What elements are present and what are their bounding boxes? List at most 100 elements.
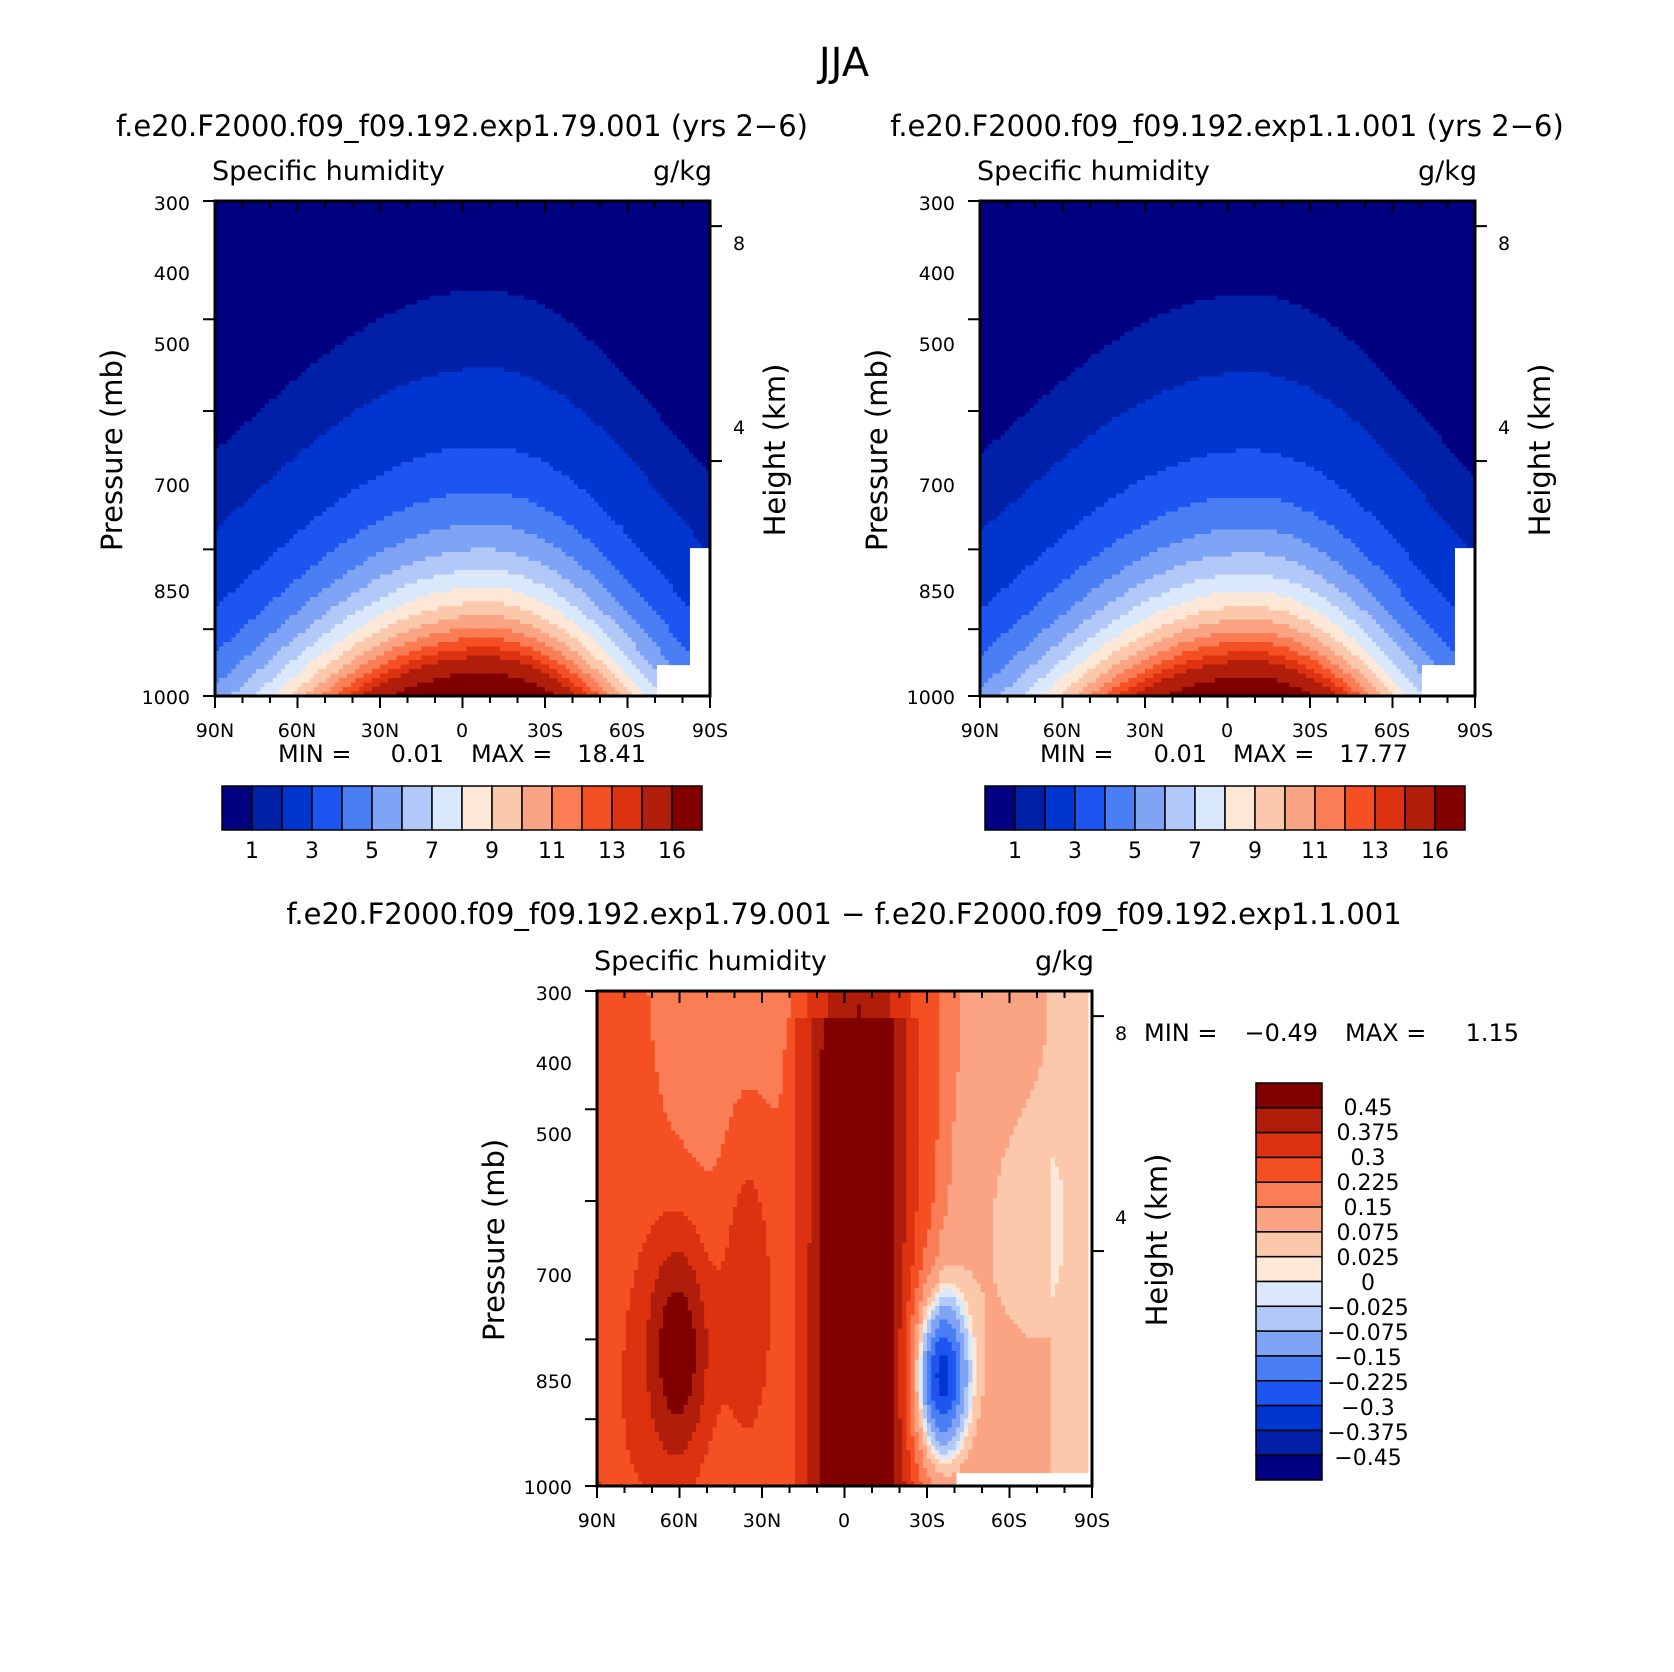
colorbar-label: 3 — [305, 839, 319, 864]
y-tick-label: 1000 — [142, 687, 190, 709]
panel-b: f.e20.F2000.f09_f09.192.exp1.1.001 (yrs … — [860, 109, 1564, 864]
colorbar-label: 0.225 — [1337, 1171, 1400, 1196]
panel-c-colorbar — [1255, 1082, 1323, 1481]
y-right-tick-label: 8 — [733, 233, 745, 255]
colorbar-label: −0.15 — [1334, 1346, 1401, 1371]
x-tick-label: 30N — [1126, 720, 1164, 742]
x-tick-label: 30N — [743, 1510, 781, 1532]
panel-b-field — [980, 201, 1475, 696]
colorbar-label: −0.225 — [1327, 1371, 1408, 1396]
y-tick-label: 500 — [536, 1124, 572, 1146]
panel-b-colorbar — [984, 785, 1466, 831]
x-tick-label: 30S — [1292, 720, 1328, 742]
panel-a-variable-label: Specific humidity — [212, 156, 445, 187]
x-tick-label: 90N — [578, 1510, 616, 1532]
y-axis-label: Pressure (mb) — [477, 1139, 511, 1341]
y-tick-label: 700 — [536, 1265, 572, 1287]
panel-c-units-label: g/kg — [1035, 946, 1094, 977]
colorbar-label: 0.375 — [1337, 1121, 1400, 1146]
colorbar-label: 13 — [598, 839, 626, 864]
y-tick-label: 500 — [919, 334, 955, 356]
y-right-tick-label: 8 — [1498, 233, 1510, 255]
colorbar-label: 5 — [365, 839, 379, 864]
panel-c-ticks — [585, 990, 1104, 1498]
y-right-axis-label: Height (km) — [1140, 1154, 1174, 1327]
y-right-axis-label: Height (km) — [1523, 364, 1557, 537]
x-tick-label: 0 — [456, 720, 468, 742]
x-tick-label: 30N — [361, 720, 399, 742]
colorbar-label: 3 — [1068, 839, 1082, 864]
colorbar-label: 1 — [245, 839, 259, 864]
y-tick-label: 700 — [919, 475, 955, 497]
y-tick-label: 850 — [536, 1371, 572, 1393]
min-value: 0.01 — [391, 740, 444, 768]
panel-a-field — [215, 201, 710, 696]
panel-c-title: f.e20.F2000.f09_f09.192.exp1.79.001 − f.… — [286, 897, 1401, 931]
colorbar-label: 1 — [1008, 839, 1022, 864]
min-value: −0.49 — [1244, 1019, 1318, 1047]
colorbar-label: 5 — [1128, 839, 1142, 864]
y-tick-label: 400 — [536, 1053, 572, 1075]
x-tick-label: 90N — [961, 720, 999, 742]
y-tick-label: 400 — [154, 263, 190, 285]
colorbar-label: 0 — [1361, 1271, 1375, 1296]
y-tick-label: 1000 — [907, 687, 955, 709]
max-label: MAX = — [1233, 740, 1314, 768]
y-tick-label: 850 — [919, 581, 955, 603]
colorbar-label: 0.45 — [1344, 1096, 1393, 1121]
panel-c-variable-label: Specific humidity — [594, 946, 827, 977]
y-right-tick-label: 4 — [1498, 417, 1510, 439]
max-value: 17.77 — [1339, 740, 1408, 768]
y-tick-label: 300 — [536, 983, 572, 1005]
panel-c: f.e20.F2000.f09_f09.192.exp1.79.001 − f.… — [286, 897, 1519, 1532]
x-tick-label: 60S — [991, 1510, 1027, 1532]
panel-a-title: f.e20.F2000.f09_f09.192.exp1.79.001 (yrs… — [116, 109, 808, 143]
colorbar-label: 0.15 — [1344, 1196, 1393, 1221]
x-tick-label: 30S — [909, 1510, 945, 1532]
panel-b-ticks — [968, 200, 1487, 708]
colorbar-label: −0.45 — [1334, 1446, 1401, 1471]
y-right-tick-label: 4 — [733, 417, 745, 439]
x-tick-label: 60S — [1374, 720, 1410, 742]
panel-b-variable-label: Specific humidity — [977, 156, 1210, 187]
min-value: 0.01 — [1154, 740, 1207, 768]
y-axis-label: Pressure (mb) — [860, 349, 894, 551]
x-tick-label: 30S — [527, 720, 563, 742]
x-tick-label: 60N — [660, 1510, 698, 1532]
colorbar-label: 11 — [1301, 839, 1329, 864]
y-right-tick-label: 8 — [1115, 1023, 1127, 1045]
y-tick-label: 700 — [154, 475, 190, 497]
panel-a-colorbar — [221, 785, 703, 831]
y-right-axis-label: Height (km) — [758, 364, 792, 537]
colorbar-label: −0.075 — [1327, 1321, 1408, 1346]
panel-a-ticks — [203, 200, 722, 708]
colorbar-label: −0.375 — [1327, 1421, 1408, 1446]
colorbar-label: 16 — [1421, 839, 1449, 864]
colorbar-label: 16 — [658, 839, 686, 864]
panel-a-units-label: g/kg — [653, 156, 712, 187]
max-value: 18.41 — [577, 740, 646, 768]
colorbar-label: 0.3 — [1351, 1146, 1386, 1171]
colorbar-label: 0.025 — [1337, 1246, 1400, 1271]
max-value: 1.15 — [1466, 1019, 1519, 1047]
panel-a: f.e20.F2000.f09_f09.192.exp1.79.001 (yrs… — [95, 109, 808, 864]
colorbar-label: −0.025 — [1327, 1296, 1408, 1321]
y-tick-label: 300 — [154, 193, 190, 215]
y-right-tick-label: 4 — [1115, 1207, 1127, 1229]
x-tick-label: 90S — [1074, 1510, 1110, 1532]
y-axis-label: Pressure (mb) — [95, 349, 129, 551]
colorbar-label: 13 — [1361, 839, 1389, 864]
x-tick-label: 90S — [692, 720, 728, 742]
panel-c-field — [597, 991, 1089, 1486]
max-label: MAX = — [471, 740, 552, 768]
x-tick-label: 60N — [278, 720, 316, 742]
y-tick-label: 1000 — [524, 1477, 572, 1499]
x-tick-label: 0 — [838, 1510, 850, 1532]
min-label: MIN = — [278, 740, 351, 768]
x-tick-label: 90S — [1457, 720, 1493, 742]
panel-b-units-label: g/kg — [1418, 156, 1477, 187]
x-tick-label: 90N — [196, 720, 234, 742]
y-tick-label: 400 — [919, 263, 955, 285]
min-label: MIN = — [1040, 740, 1113, 768]
